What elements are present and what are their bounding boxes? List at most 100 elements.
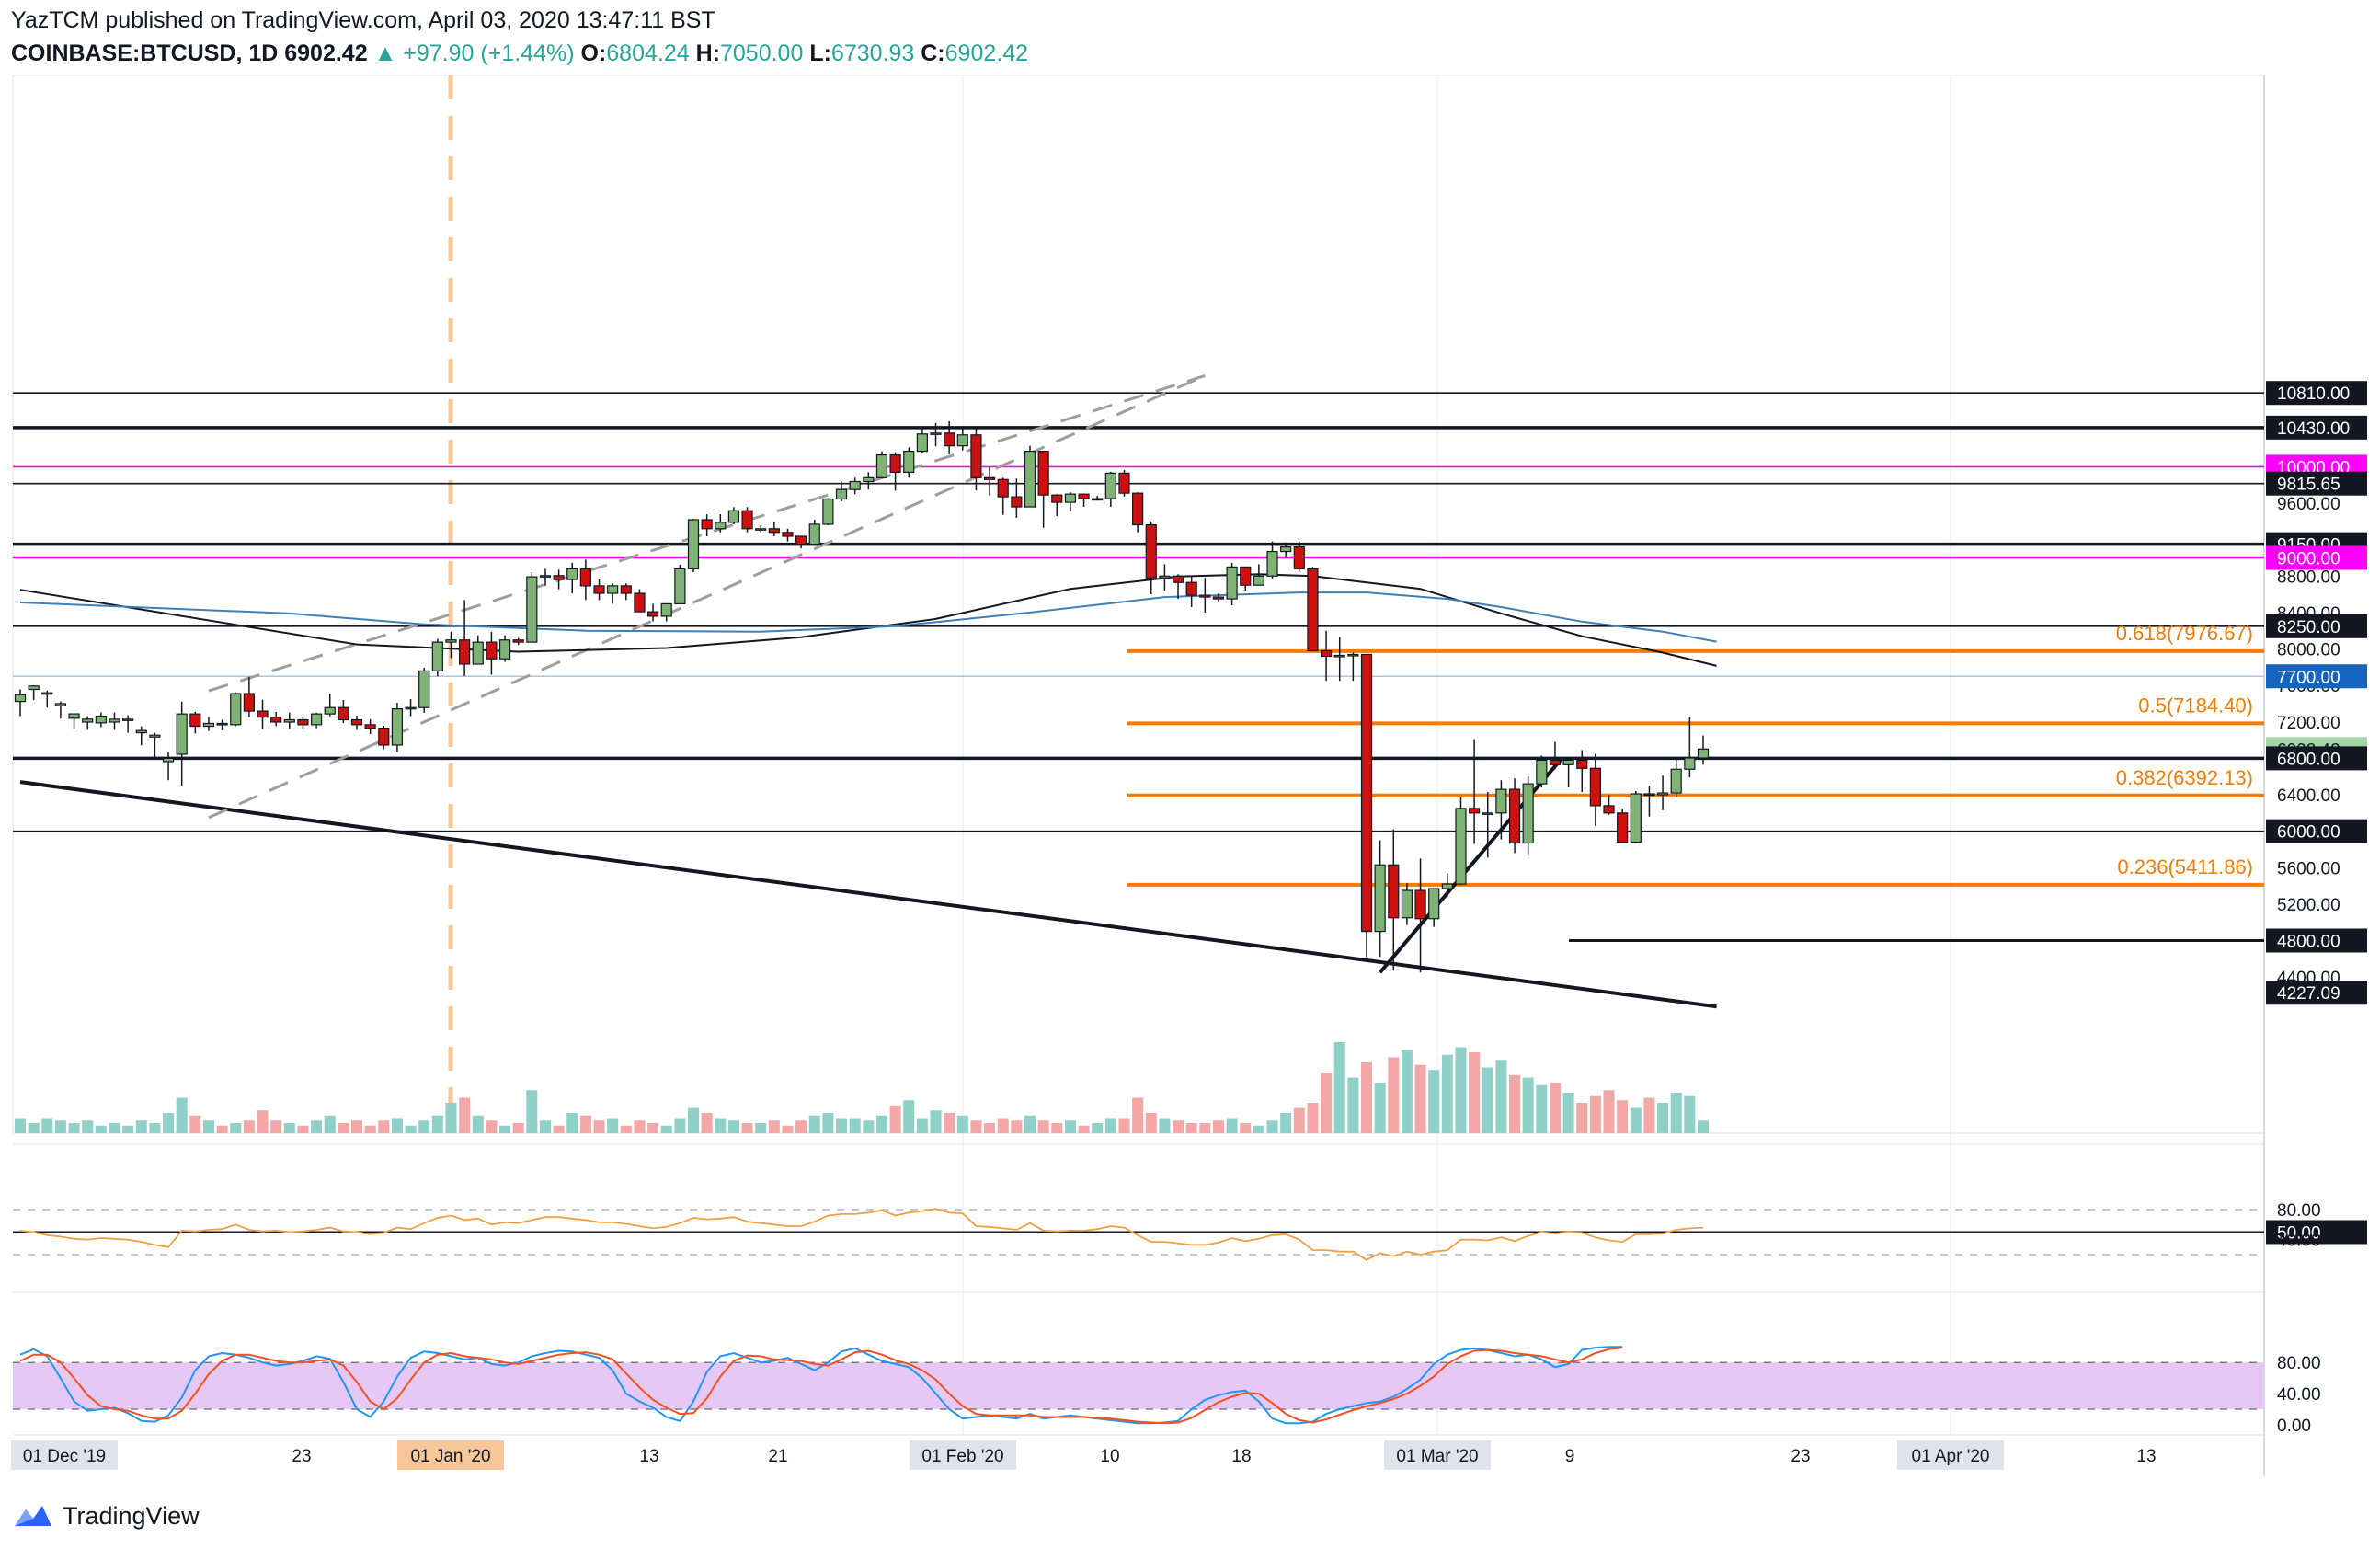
volume-bar (270, 1120, 282, 1133)
volume-bar (216, 1125, 228, 1133)
volume-bar (378, 1120, 390, 1133)
candle-body (1172, 575, 1184, 583)
volume-bar (1361, 1062, 1372, 1133)
volume-bar (1293, 1107, 1305, 1133)
volume-bar (1185, 1123, 1197, 1133)
price-pane-frame (12, 75, 2265, 1134)
volume-bar (391, 1118, 403, 1133)
candle-body (701, 519, 713, 530)
price-scale-label: 10810.00 (2277, 384, 2350, 404)
volume-bar (28, 1123, 40, 1133)
candle-body (634, 592, 646, 613)
candle-body (1401, 889, 1413, 919)
candle-body (1549, 759, 1562, 765)
trendline-channel-upper (208, 373, 1206, 693)
candle-body (1617, 812, 1629, 843)
candle-body (1266, 550, 1278, 577)
candle-body (95, 715, 107, 724)
volume-bar (1549, 1083, 1561, 1133)
candle-body (431, 641, 443, 672)
candle-body (566, 568, 578, 580)
candle-body (1360, 653, 1373, 933)
candle-body (418, 670, 430, 708)
candle-body (1092, 498, 1104, 501)
volume-bar (1522, 1077, 1534, 1133)
time-label-box (910, 1440, 1016, 1470)
candle-body (122, 718, 134, 721)
volume-bar (688, 1107, 699, 1133)
volume-bar (82, 1120, 94, 1133)
candle-body (283, 718, 295, 723)
candle-body (364, 724, 376, 729)
candle-body (1293, 546, 1305, 569)
volume-bar (1684, 1095, 1696, 1133)
price-scale-label-box (2266, 664, 2367, 689)
volume-bar (808, 1115, 820, 1133)
candle-body (28, 685, 40, 691)
volume-bar (1307, 1103, 1319, 1133)
price-scale-label-box (2266, 471, 2367, 496)
volume-bar (472, 1115, 484, 1133)
volume-bar (109, 1123, 120, 1133)
time-tick-label: 9 (1565, 1447, 1575, 1466)
time-tick-label: 01 Mar '20 (1396, 1447, 1478, 1466)
candle-body (687, 519, 700, 569)
volume-bar (1159, 1118, 1171, 1133)
time-tick-label: 13 (2136, 1447, 2156, 1466)
candle-body (1240, 566, 1252, 586)
candle-body (795, 535, 807, 545)
time-tick-label: 01 Feb '20 (921, 1447, 1003, 1466)
volume-bar (1226, 1118, 1238, 1133)
volume-bar (1212, 1120, 1224, 1133)
volume-bar (338, 1123, 349, 1133)
candle-body (1697, 748, 1710, 759)
candle-body (1603, 805, 1615, 814)
volume-bar (1603, 1090, 1615, 1133)
time-label-box (397, 1440, 504, 1470)
candle-body (1536, 759, 1548, 785)
candle-body (310, 713, 323, 726)
volume-bar (997, 1118, 1009, 1133)
volume-bar (1037, 1120, 1049, 1133)
candle-body (1078, 493, 1090, 499)
price-change: +97.90 (+1.44%) (403, 40, 575, 66)
candle-body (660, 602, 672, 617)
trendline-channel-lower (208, 374, 1206, 820)
volume-bar (526, 1090, 538, 1133)
candle-body (1118, 472, 1130, 494)
candle-body (472, 641, 484, 665)
candle-body (324, 706, 336, 715)
volume-bar (135, 1120, 147, 1133)
price-tick-label: 5600.00 (2277, 859, 2340, 878)
publish-info: YazTCM published on TradingView.com, Apr… (11, 7, 715, 33)
volume-bar (849, 1118, 861, 1133)
volume-bar (324, 1115, 336, 1133)
candle-body (741, 510, 753, 530)
candle-body (674, 568, 686, 605)
candle-body (930, 432, 942, 435)
time-tick-label: 23 (1791, 1447, 1810, 1466)
candle-body (1132, 492, 1144, 526)
volume-bar (257, 1110, 269, 1133)
candle-body (243, 693, 255, 712)
price-scale-label: 6000.00 (2277, 823, 2340, 843)
volume-bar (1562, 1093, 1574, 1133)
symbol-ohlc-line: COINBASE:BTCUSD, 1D 6902.42 ▲ +97.90 (+1… (11, 37, 1028, 70)
candle-body (956, 434, 968, 447)
volume-bar (445, 1103, 457, 1133)
candle-body (68, 713, 80, 719)
stoch-band (13, 1362, 2264, 1410)
candle-body (646, 611, 659, 617)
volume-bar (163, 1113, 175, 1133)
candle-body (1589, 767, 1601, 807)
symbol-label[interactable]: COINBASE:BTCUSD, 1D (11, 40, 279, 66)
trendline-ascending (1379, 757, 1563, 974)
candle-body (808, 523, 820, 545)
volume-bar (405, 1125, 417, 1133)
volume-bar (499, 1125, 511, 1133)
candle-body (822, 498, 834, 525)
volume-bar (1401, 1050, 1413, 1133)
volume-bar (1347, 1077, 1359, 1133)
time-tick-label: 10 (1100, 1447, 1119, 1466)
